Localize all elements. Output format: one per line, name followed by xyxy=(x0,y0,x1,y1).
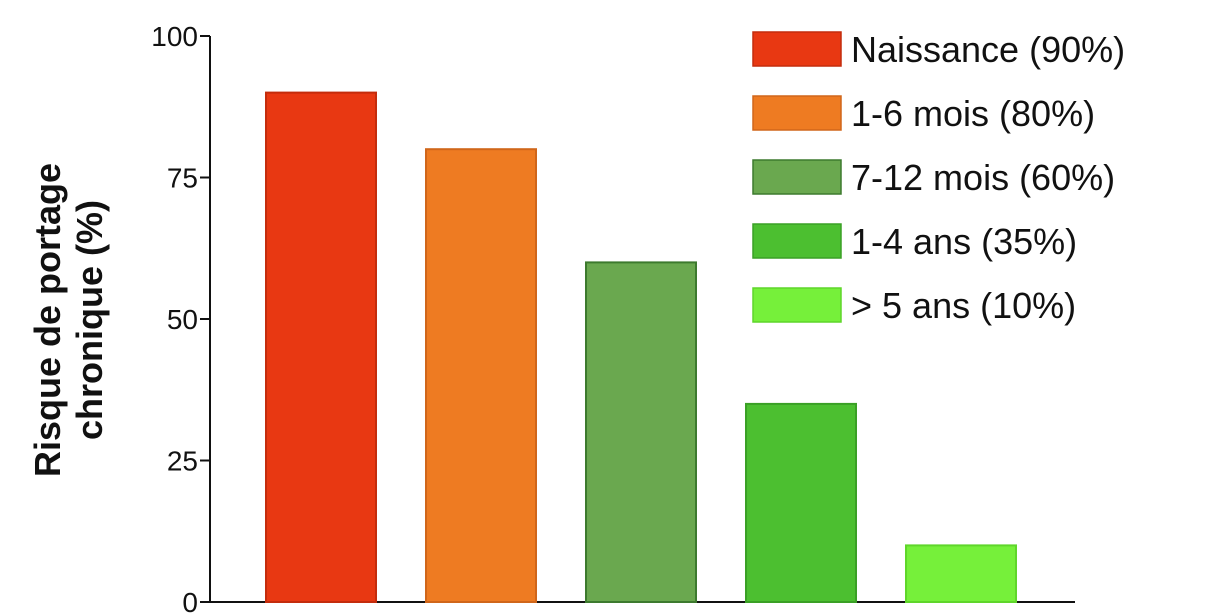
y-tick-label: 50 xyxy=(167,304,198,335)
bars xyxy=(265,91,1017,604)
legend-label: 1-4 ans (35%) xyxy=(851,221,1077,262)
legend-swatch xyxy=(752,159,842,195)
bar xyxy=(745,402,857,603)
legend-label: 1-6 mois (80%) xyxy=(851,93,1095,134)
y-tick-label: 100 xyxy=(151,21,198,52)
y-tick-label: 75 xyxy=(167,163,198,194)
legend: Naissance (90%) 1-6 mois (80%) 7-12 mois (… xyxy=(752,29,1125,326)
legend-swatch xyxy=(752,95,842,131)
y-axis-title: Risque de portage chronique (%) xyxy=(27,163,110,477)
legend-label: 7-12 mois (60%) xyxy=(851,157,1115,198)
bar xyxy=(585,261,697,603)
bar xyxy=(425,148,537,603)
legend-label: Naissance (90%) xyxy=(851,29,1125,70)
legend-swatch xyxy=(752,223,842,259)
y-axis-title-line-2: chronique (%) xyxy=(69,200,110,440)
legend-label: > 5 ans (10%) xyxy=(851,285,1076,326)
legend-swatch xyxy=(752,287,842,323)
legend-swatch xyxy=(752,31,842,67)
y-axis-title-line-1: Risque de portage xyxy=(27,163,68,477)
y-tick-label: 25 xyxy=(167,446,198,477)
bar xyxy=(265,91,377,603)
y-tick-label: 0 xyxy=(182,587,198,613)
bar xyxy=(905,544,1017,604)
